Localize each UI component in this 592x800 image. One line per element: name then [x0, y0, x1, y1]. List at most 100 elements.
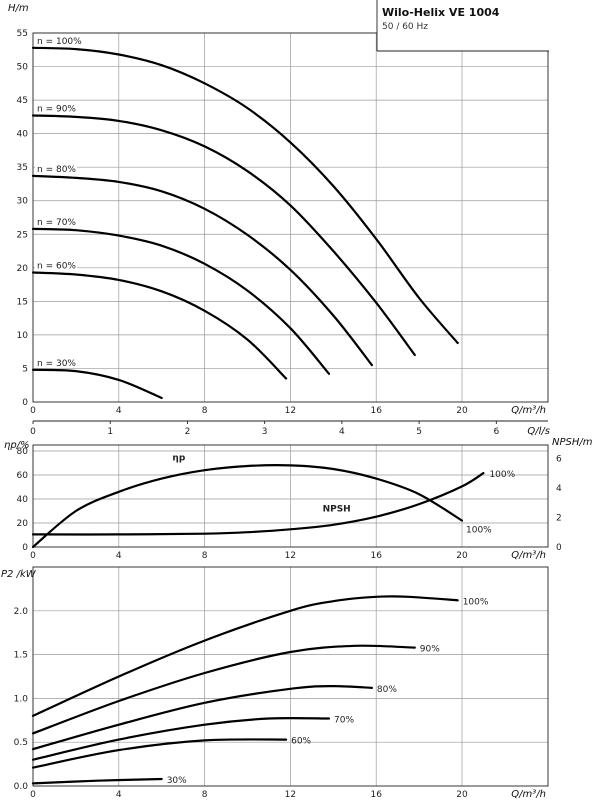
- curve-label: n = 30%: [37, 359, 76, 369]
- y-tick-label: 55: [17, 29, 28, 39]
- head-curve: [31, 271, 288, 380]
- secondary-x-tick-label: 2: [185, 427, 191, 437]
- y-tick-label: 45: [17, 96, 28, 106]
- y-axis-label: P2 /kW: [1, 569, 37, 580]
- head-plot-frame: [32, 32, 549, 403]
- x-tick-label: 0: [30, 406, 36, 416]
- power-curve-label: 100%: [463, 597, 489, 607]
- head-curve: [31, 114, 416, 357]
- y-tick-label: 40: [17, 130, 29, 140]
- label-background: [35, 35, 77, 46]
- right-y-tick-label: 0: [556, 543, 562, 553]
- y-tick-label: 10: [17, 331, 29, 341]
- x-tick-label: 0: [30, 551, 36, 561]
- head-curve: [31, 174, 373, 367]
- curve-label: n = 60%: [37, 262, 76, 272]
- head-curve: [31, 46, 459, 345]
- npsh-series-label: NPSH: [323, 505, 351, 515]
- power-curve: [31, 777, 163, 785]
- power-curve: [31, 716, 331, 761]
- secondary-x-tick-label: 5: [416, 427, 422, 437]
- x-tick-label: 20: [456, 406, 468, 416]
- x-tick-label: 16: [370, 406, 382, 416]
- y-tick-label: 0.5: [14, 738, 28, 748]
- power-curve-label: 60%: [291, 737, 311, 747]
- power-curve: [31, 684, 373, 751]
- power-curve-label: 90%: [420, 645, 440, 655]
- x-tick-label: 12: [285, 551, 296, 561]
- x-tick-label: 4: [116, 406, 122, 416]
- power-curve-label: 30%: [167, 776, 187, 786]
- x-tick-label: 16: [370, 790, 382, 800]
- label-background: [35, 357, 77, 368]
- y-tick-label: 1.5: [14, 651, 28, 661]
- secondary-x-tick-label: 6: [493, 427, 499, 437]
- secondary-x-tick-label: 0: [30, 427, 36, 437]
- head-curve: [31, 368, 163, 400]
- power-curve-label: 70%: [334, 716, 354, 726]
- x-axis-label: Q/m³/h: [511, 550, 546, 561]
- title-box-background: [377, 0, 549, 51]
- secondary-x-tick-label: 4: [339, 427, 345, 437]
- curve-label: n = 90%: [37, 105, 76, 115]
- x-tick-label: 8: [202, 551, 208, 561]
- curve-label: n = 70%: [37, 218, 76, 228]
- efficiency-series-label: ηp: [172, 454, 185, 464]
- secondary-x-axis-label: Q/l/s: [527, 426, 550, 437]
- y-tick-label: 50: [17, 63, 29, 73]
- power-curve: [31, 738, 288, 769]
- y-tick-label: 40: [17, 495, 29, 505]
- curve-label: n = 80%: [37, 165, 76, 175]
- y-tick-label: 0: [22, 543, 28, 553]
- x-tick-label: 12: [285, 790, 296, 800]
- right-y-tick-label: 2: [556, 513, 562, 523]
- y-axis-label: ηp/%: [4, 440, 30, 451]
- x-tick-label: 8: [202, 790, 208, 800]
- power-curve-label: 80%: [377, 685, 397, 695]
- y-tick-label: 60: [17, 471, 29, 481]
- curve-label: n = 100%: [37, 37, 82, 47]
- x-tick-label: 20: [456, 790, 468, 800]
- secondary-x-tick-label: 3: [262, 427, 268, 437]
- y-tick-label: 0: [22, 398, 28, 408]
- y-tick-label: 30: [17, 197, 29, 207]
- efficiency-npsh-grid: [33, 445, 548, 547]
- y-tick-label: 15: [17, 297, 28, 307]
- x-axis-label: Q/m³/h: [511, 405, 546, 416]
- y-tick-label: 25: [17, 230, 28, 240]
- x-tick-label: 12: [285, 406, 296, 416]
- x-tick-label: 0: [30, 790, 36, 800]
- y-tick-label: 20: [17, 264, 29, 274]
- right-y-tick-label: 6: [556, 454, 562, 464]
- x-axis-label: Q/m³/h: [511, 789, 546, 800]
- npsh-end-label: 100%: [489, 470, 515, 480]
- x-tick-label: 4: [116, 551, 122, 561]
- label-background: [35, 260, 77, 271]
- npsh-curve: [31, 472, 485, 536]
- x-tick-label: 4: [116, 790, 122, 800]
- model-title: Wilo-Helix VE 1004: [382, 6, 500, 19]
- right-y-axis-label: NPSH/m: [552, 437, 592, 448]
- x-tick-label: 16: [370, 551, 382, 561]
- head-grid: [33, 32, 548, 402]
- secondary-x-tick-label: 1: [107, 427, 113, 437]
- label-background: [35, 103, 77, 114]
- efficiency-end-label: 100%: [466, 526, 492, 536]
- right-y-tick-label: 4: [556, 484, 562, 494]
- x-tick-label: 8: [202, 406, 208, 416]
- y-tick-label: 20: [17, 519, 29, 529]
- y-tick-label: 0.0: [14, 782, 29, 792]
- head-curve: [31, 227, 331, 375]
- y-tick-label: 5: [22, 364, 28, 374]
- y-axis-label: H/m: [8, 3, 29, 14]
- power-plot-frame: [32, 566, 549, 787]
- efficiency-npsh-plot-frame: [32, 444, 549, 548]
- power-curve: [31, 595, 459, 717]
- y-tick-label: 1.0: [14, 694, 29, 704]
- power-curve: [31, 644, 416, 735]
- y-tick-label: 80: [17, 447, 29, 457]
- frequency-label: 50 / 60 Hz: [382, 22, 428, 32]
- y-tick-label: 2.0: [14, 607, 29, 617]
- x-tick-label: 20: [456, 551, 468, 561]
